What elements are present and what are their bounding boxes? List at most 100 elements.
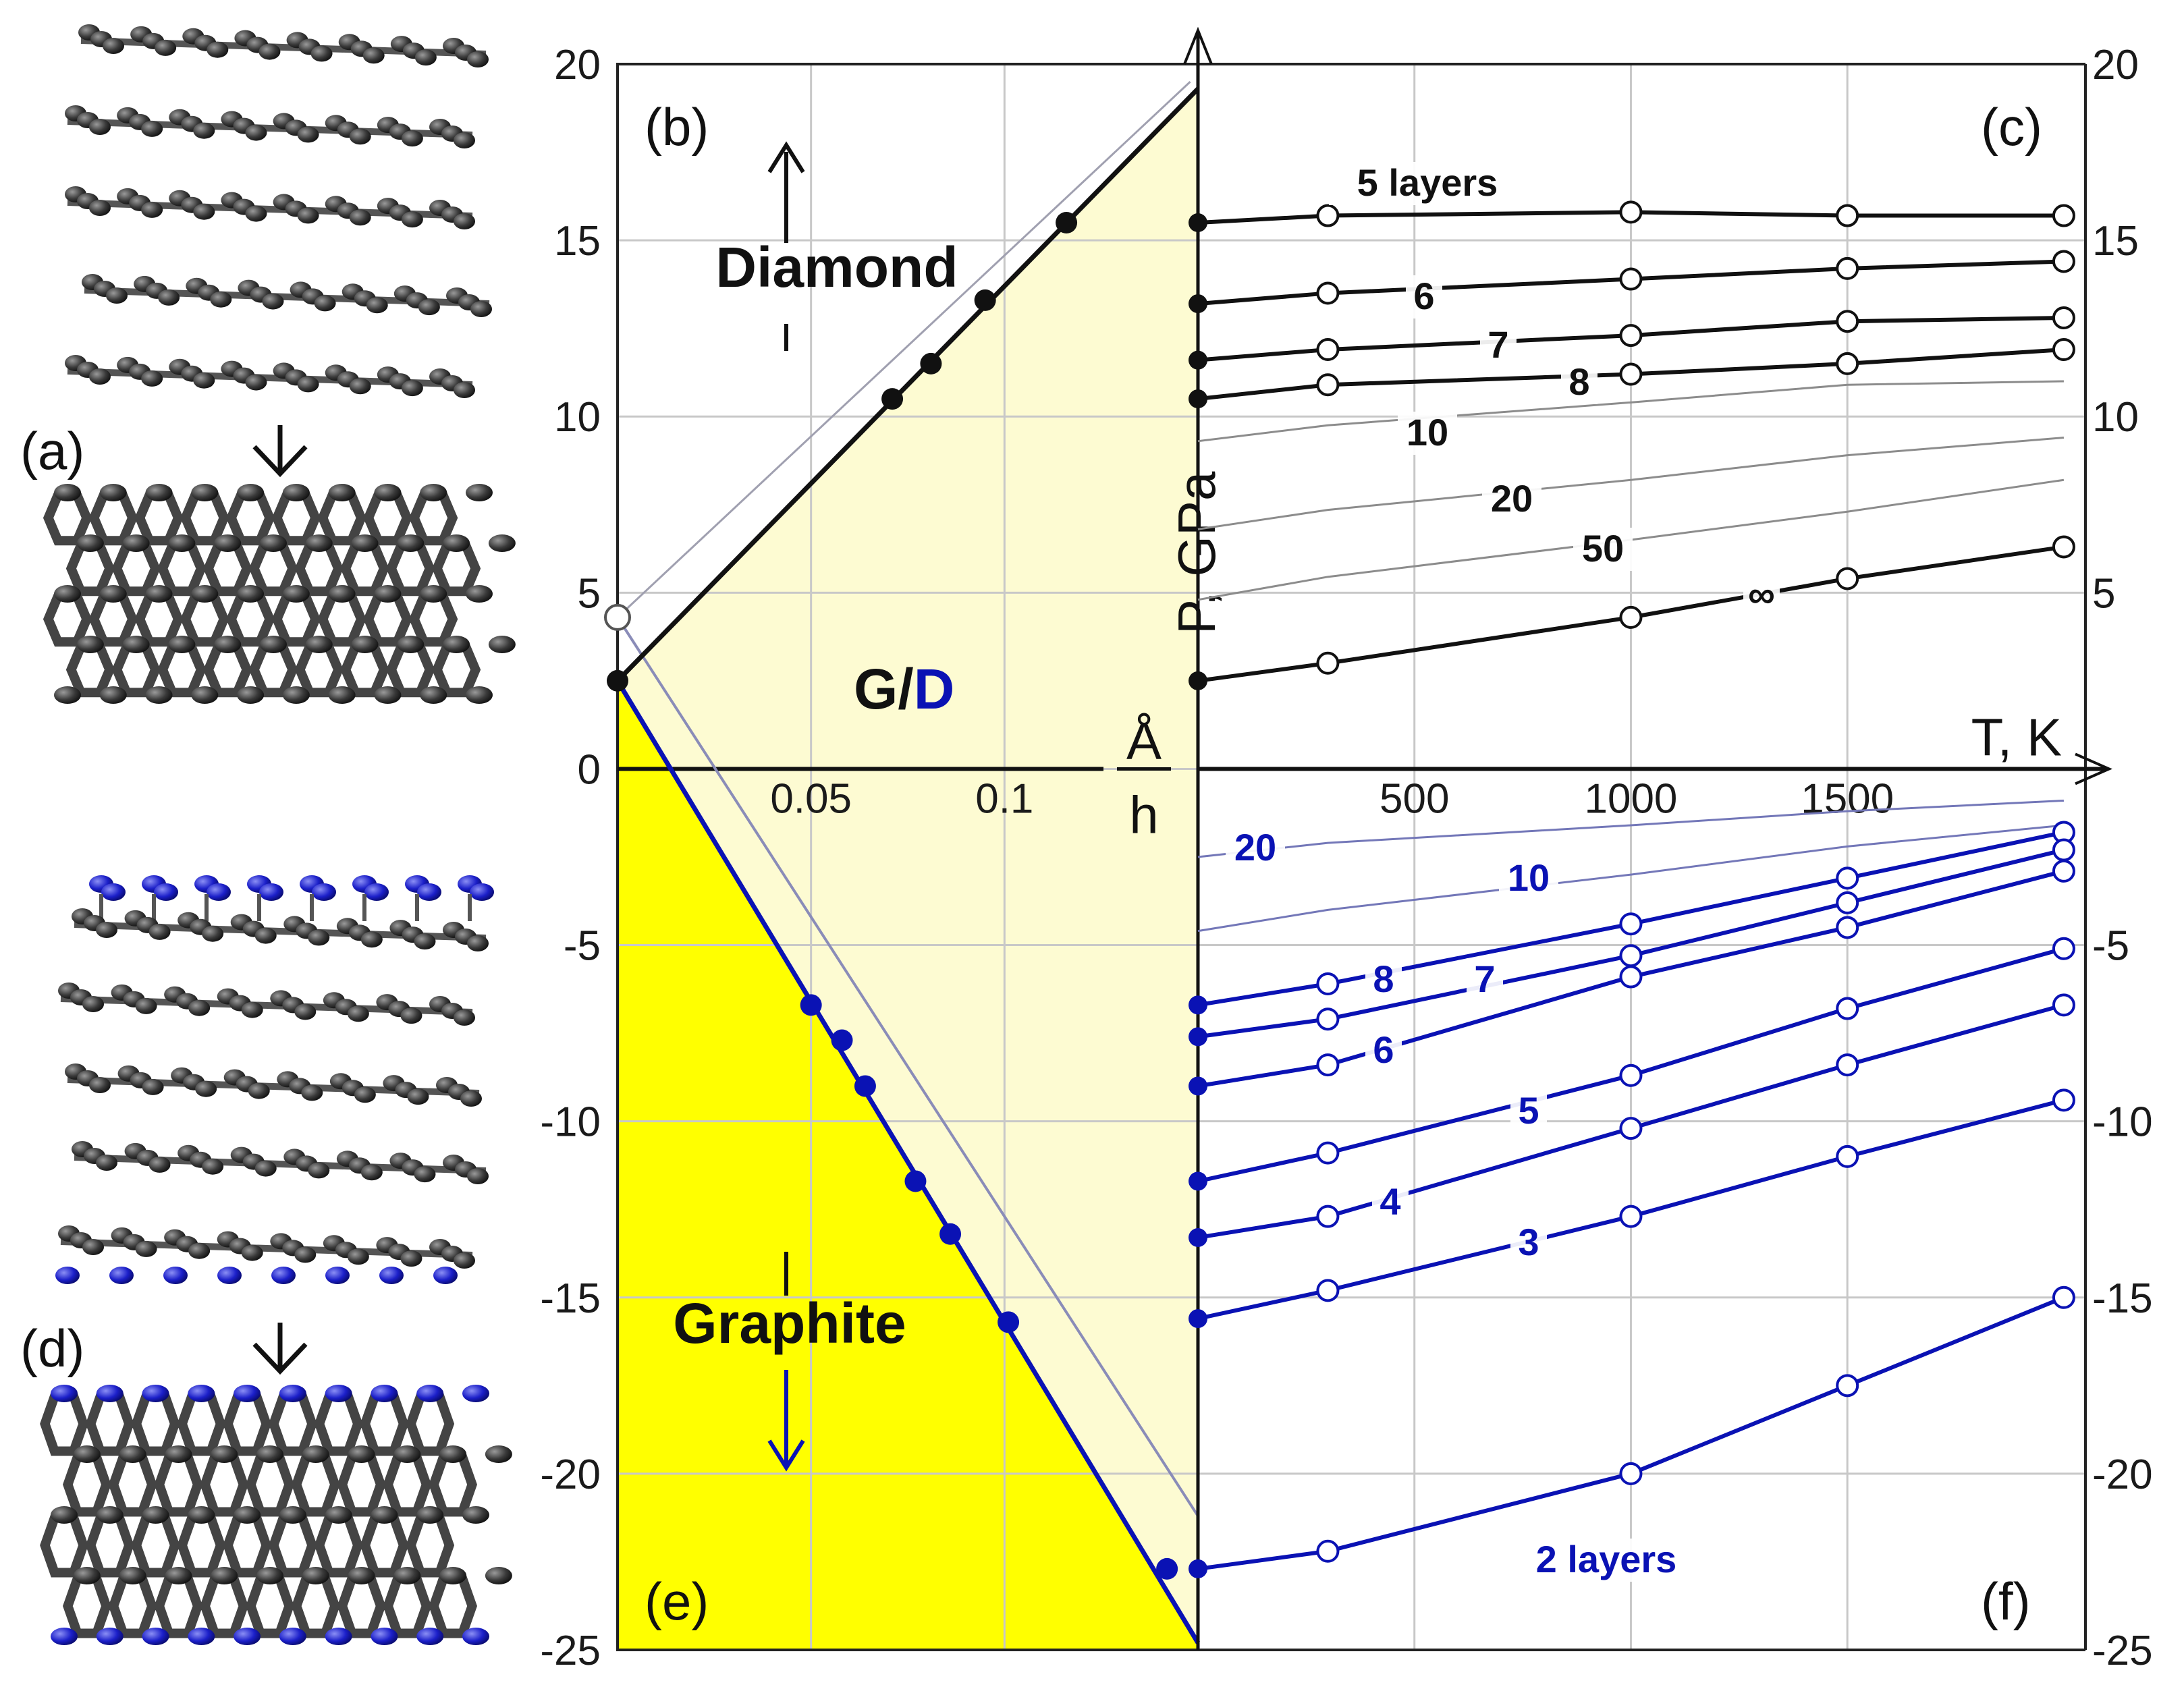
diamond-boundary-point <box>881 388 904 410</box>
graphite-boundary-point <box>854 1075 876 1097</box>
blue-series-point-open <box>1619 1205 1643 1228</box>
graphite-layer-bottom-4-atom <box>254 1160 277 1177</box>
graphite-layer-top-3-atom <box>141 201 163 218</box>
black-series-point-open <box>1619 267 1643 291</box>
left-y-tick-label: -20 <box>540 1451 601 1498</box>
graphite-layer-bottom-1-atom <box>308 929 330 946</box>
curve-label-text: 8 <box>1568 360 1589 403</box>
diamond-slab-top-atom <box>214 534 242 552</box>
graphite-layer-top-2-atom <box>349 128 371 145</box>
curve-label-text: 10 <box>1508 856 1550 899</box>
graphite-layer-bottom-5-atom <box>82 1239 104 1255</box>
diamond-slab-top-atom <box>305 534 333 552</box>
panel-label-d: (d) <box>20 1319 84 1378</box>
diamond-slab-top-atom <box>76 636 104 653</box>
blue-atom <box>207 883 231 901</box>
diamond-slab-bottom-atom <box>211 1567 238 1584</box>
graphite-layer-bottom-3-atom <box>407 1088 429 1105</box>
diamond-slab-top-atom <box>397 636 425 653</box>
diamond-slab-top-atom <box>54 686 81 704</box>
right-y-tick-label: -20 <box>2092 1451 2153 1498</box>
curve-label: 10 <box>1499 856 1558 900</box>
diamond-slab-bottom-atom <box>462 1628 489 1645</box>
diamond-slab-bottom-atom <box>256 1445 283 1463</box>
diamond-slab-top-atom <box>145 585 173 603</box>
right-x-axis-arrow <box>2075 752 2112 785</box>
blue-series-point-open <box>1619 1117 1643 1140</box>
curve-label-bg <box>1372 1181 1409 1224</box>
blue-atom <box>417 883 441 901</box>
graphite-layer-bottom-3-atom <box>248 1082 270 1099</box>
blue-adatom-row-bottom <box>55 1267 458 1284</box>
blue-series-point-open <box>1836 916 1859 939</box>
graphite-layer-top-4-atom <box>158 289 180 306</box>
graphite-layer-top-2-atom <box>401 130 423 147</box>
black-series-point-open <box>1619 362 1643 386</box>
black-series-point-open <box>1316 204 1340 227</box>
blue-series-point-open <box>2052 993 2075 1017</box>
curve-label-text: 10 <box>1407 411 1448 453</box>
diamond-slab-bottom-atom <box>439 1445 467 1463</box>
blue-series-point-open <box>1619 912 1643 936</box>
diamond-slab-top-atom <box>466 484 493 501</box>
blue-atom <box>109 1267 134 1284</box>
graphite-layer-bottom-4-atom <box>202 1158 224 1175</box>
graphite-layer-bottom-1-atom <box>202 925 224 942</box>
curve-label-text: 6 <box>1373 1028 1394 1071</box>
diamond-slab-top-atom <box>374 484 402 501</box>
blue-series-point-open <box>1316 1205 1340 1228</box>
graphite-layer-bottom-1 <box>72 908 489 951</box>
graphite-layer-bottom-2-atom <box>400 1007 422 1024</box>
diamond-slab-top-atom <box>282 686 310 704</box>
curve-label: 7 <box>1480 323 1517 367</box>
graphite-layer-top-3-atom <box>401 211 423 228</box>
graphite-layer-bottom-3-atom <box>195 1080 217 1097</box>
graphite-layer-top-2-atom <box>193 122 215 139</box>
curve-label: ∞ <box>1743 573 1780 617</box>
graphite-layer-top-5-atom <box>193 372 215 389</box>
diamond-slab-bottom-atom <box>302 1567 329 1584</box>
diamond-boundary-point <box>920 352 942 375</box>
blue-series-point-filled <box>1189 1171 1207 1191</box>
right-y-tick-label: -5 <box>2092 923 2129 970</box>
curve-label-bg <box>1508 1539 1705 1582</box>
curve-label: 2 layers <box>1508 1538 1705 1582</box>
graphite-boundary-point <box>939 1223 962 1245</box>
graphite-layer-top-5-atom <box>141 370 163 387</box>
graphite-layer-top-4 <box>82 274 492 317</box>
diamond-slab-bottom-atom <box>51 1628 78 1645</box>
diamond-slab-top-atom <box>260 636 287 653</box>
graphite-layer-bottom-5-atom <box>294 1246 317 1263</box>
blue-series-point-filled <box>1189 1076 1207 1096</box>
diamond-slab-top-atom <box>260 534 287 552</box>
region-gd-lower-fill <box>618 769 1198 1643</box>
diamond-slab-bottom-atom <box>462 1385 489 1402</box>
diamond-slab-top-atom <box>466 585 493 603</box>
black-series-point-open <box>2052 250 2075 273</box>
blue-atom <box>163 1267 188 1284</box>
blue-atom <box>312 883 336 901</box>
curve-label-bg <box>1480 324 1517 367</box>
graphite-layer-bottom-3-atom <box>460 1090 482 1107</box>
region-gd-upper-fill <box>618 88 1198 769</box>
diamond-slab-top-atom <box>328 585 356 603</box>
curve-label-bg <box>1226 827 1285 870</box>
diamond-slab-bottom-atom <box>188 1628 215 1645</box>
curve-label: 50 <box>1573 527 1633 571</box>
black-series-point-open <box>2052 204 2075 227</box>
diamond-slab-top-atom <box>237 484 265 501</box>
graphite-layer-bottom-4-atom <box>467 1168 489 1184</box>
curve-label-bg <box>1467 958 1503 1001</box>
graphite-layer-top-1-atom <box>414 49 437 66</box>
curve-label-bg <box>1573 528 1633 571</box>
graphite-layer-top-5-atom <box>349 378 371 395</box>
diamond-slab-top-atom <box>443 636 470 653</box>
diamond-slab-top-atom <box>420 585 447 603</box>
curve-label-bg <box>1561 361 1598 404</box>
graphite-boundary-point <box>998 1311 1020 1333</box>
blue-series-point-open <box>1619 965 1643 989</box>
graphite-layer-top-1-atom <box>467 51 489 67</box>
blue-atom <box>259 883 283 901</box>
graphite-layer-bottom-4-atom <box>308 1162 330 1179</box>
graphite-layer-top-1-atom <box>310 45 333 62</box>
